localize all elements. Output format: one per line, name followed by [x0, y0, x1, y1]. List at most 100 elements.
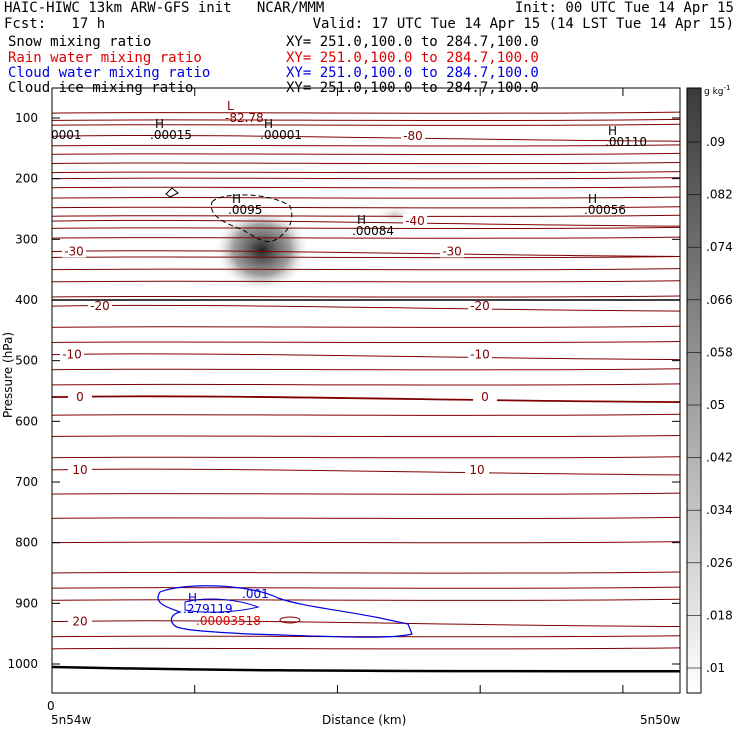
label-h4-kind: H — [232, 192, 242, 206]
label-h6-value: .00056 — [584, 203, 626, 217]
field-snow-xy: XY= 251.0,100.0 to 284.7,100.0 — [286, 34, 539, 50]
contour-label-bg — [68, 614, 92, 628]
temperature-contour — [52, 456, 680, 459]
contour-label-bg — [473, 390, 497, 404]
colorbar-unit-text: g kg — [704, 87, 724, 97]
temperature-contour — [52, 206, 680, 209]
temperature-contour — [52, 586, 680, 589]
temperature-contour — [52, 598, 680, 601]
contour-label-bg — [88, 299, 112, 313]
temperature-contour — [52, 325, 680, 328]
label-cw-contour: .001 — [242, 587, 269, 601]
label-h4-value: .0095 — [228, 203, 263, 217]
header-valid: Valid: 17 UTC Tue 14 Apr 15 (14 LST Tue … — [312, 16, 734, 32]
contour-label-bg — [468, 299, 492, 313]
y-tick-label: 400 — [15, 293, 38, 307]
contour-label: -20 — [90, 299, 110, 313]
temperature-contour — [52, 541, 680, 544]
label-h1-kind: H — [155, 117, 165, 131]
contour-label-bg — [60, 347, 84, 361]
temperature-contour — [52, 162, 680, 165]
temperature-contour--20 — [52, 304, 680, 312]
x-origin-label: 0 — [47, 699, 55, 713]
contour-label-bg — [403, 214, 427, 228]
contour-label-bg — [440, 244, 464, 258]
contour-label-bg — [68, 462, 92, 476]
field-snow-name: Snow mixing ratio — [8, 34, 152, 50]
contour-label: -40 — [405, 214, 425, 228]
colorbar-tick-label: .018 — [706, 608, 733, 622]
header-forecast: Fcst: 17 h — [4, 16, 106, 32]
colorbar-tick-label: .026 — [706, 556, 733, 570]
label-low-kind: L — [227, 99, 234, 113]
colorbar — [686, 87, 702, 694]
contour-label: 10 — [469, 463, 484, 477]
cloud-water-contour — [157, 585, 413, 638]
rain-contour-small — [279, 616, 301, 624]
contour-label: 0 — [76, 390, 84, 404]
temperature-contour — [52, 256, 680, 259]
y-tick-label: 600 — [15, 414, 38, 428]
x-axis-label: Distance (km) — [322, 713, 407, 727]
label-low-value: -82.78 — [225, 111, 264, 125]
colorbar-tick-label: .05 — [706, 398, 725, 412]
label-h5-kind: H — [357, 213, 367, 227]
contour-label: -20 — [470, 299, 490, 313]
contour-label-bg — [465, 462, 489, 476]
temperature-contour-10 — [52, 468, 680, 476]
label-edge-value: 0001 — [51, 128, 82, 142]
y-tick-label: 100 — [15, 111, 38, 125]
temperature-contour — [52, 413, 680, 416]
contour-label-bg — [401, 129, 425, 143]
temperature-contour--80 — [52, 134, 680, 142]
colorbar-tick-label: .034 — [706, 503, 733, 517]
temperature-contour — [52, 123, 680, 126]
label-h2-kind: H — [264, 117, 274, 131]
field-cloudwater-xy: XY= 251.0,100.0 to 284.7,100.0 — [286, 65, 539, 81]
temperature-contour — [52, 196, 680, 199]
label-h3-value: .00110 — [605, 135, 647, 149]
contour-label: -30 — [64, 244, 84, 258]
temperature-contour — [52, 368, 680, 371]
surface-line — [52, 665, 680, 673]
temperature-contour-20 — [52, 620, 680, 628]
label-h6-kind: H — [588, 192, 598, 206]
x-right-end-label: 5n50w — [640, 713, 681, 727]
label-h2-value: .00001 — [260, 128, 302, 142]
colorbar-tick-label: .082 — [706, 188, 733, 202]
label-h3-kind: H — [608, 124, 618, 138]
temperature-contour — [52, 516, 680, 520]
temperature-contour — [52, 492, 680, 495]
temperature-contour--30 — [52, 250, 680, 257]
label-h7-value: .279119 — [183, 602, 233, 616]
label-h5-value: .00084 — [352, 224, 394, 238]
contour-label: -30 — [442, 244, 462, 258]
temperature-contour — [52, 383, 680, 386]
colorbar-tick-label: .042 — [706, 451, 733, 465]
field-rain-xy: XY= 251.0,100.0 to 284.7,100.0 — [286, 50, 539, 66]
header-init: Init: 00 UTC Tue 14 Apr 15 — [514, 0, 734, 16]
label-h7-kind: H — [188, 591, 198, 605]
temperature-contour — [52, 295, 680, 298]
temperature-contour — [52, 226, 680, 230]
y-tick-label: 200 — [15, 172, 38, 186]
temperature-contour — [52, 144, 680, 147]
temperature-contour — [52, 118, 680, 122]
colorbar-tick-label: .066 — [706, 293, 733, 307]
header-title: HAIC-HIWC 13km ARW-GFS init NCAR/MMM — [4, 0, 325, 16]
field-rain-name: Rain water mixing ratio — [8, 50, 202, 66]
y-tick-label: 800 — [15, 536, 38, 550]
contour-label-bg — [68, 390, 92, 404]
temperature-contour — [52, 214, 680, 217]
temperature-contour — [52, 152, 680, 156]
temperature-contour — [52, 647, 680, 650]
cloud-ice-small-contour — [165, 187, 179, 198]
temperature-contour — [52, 571, 680, 574]
y-tick-label: 1000 — [7, 657, 38, 671]
contour-label: -10 — [470, 348, 490, 362]
temperature-contour-0 — [52, 395, 680, 403]
colorbar-unit-exp: -1 — [723, 84, 731, 92]
contour-label-bg — [468, 347, 492, 361]
contour-label: 20 — [72, 615, 87, 629]
